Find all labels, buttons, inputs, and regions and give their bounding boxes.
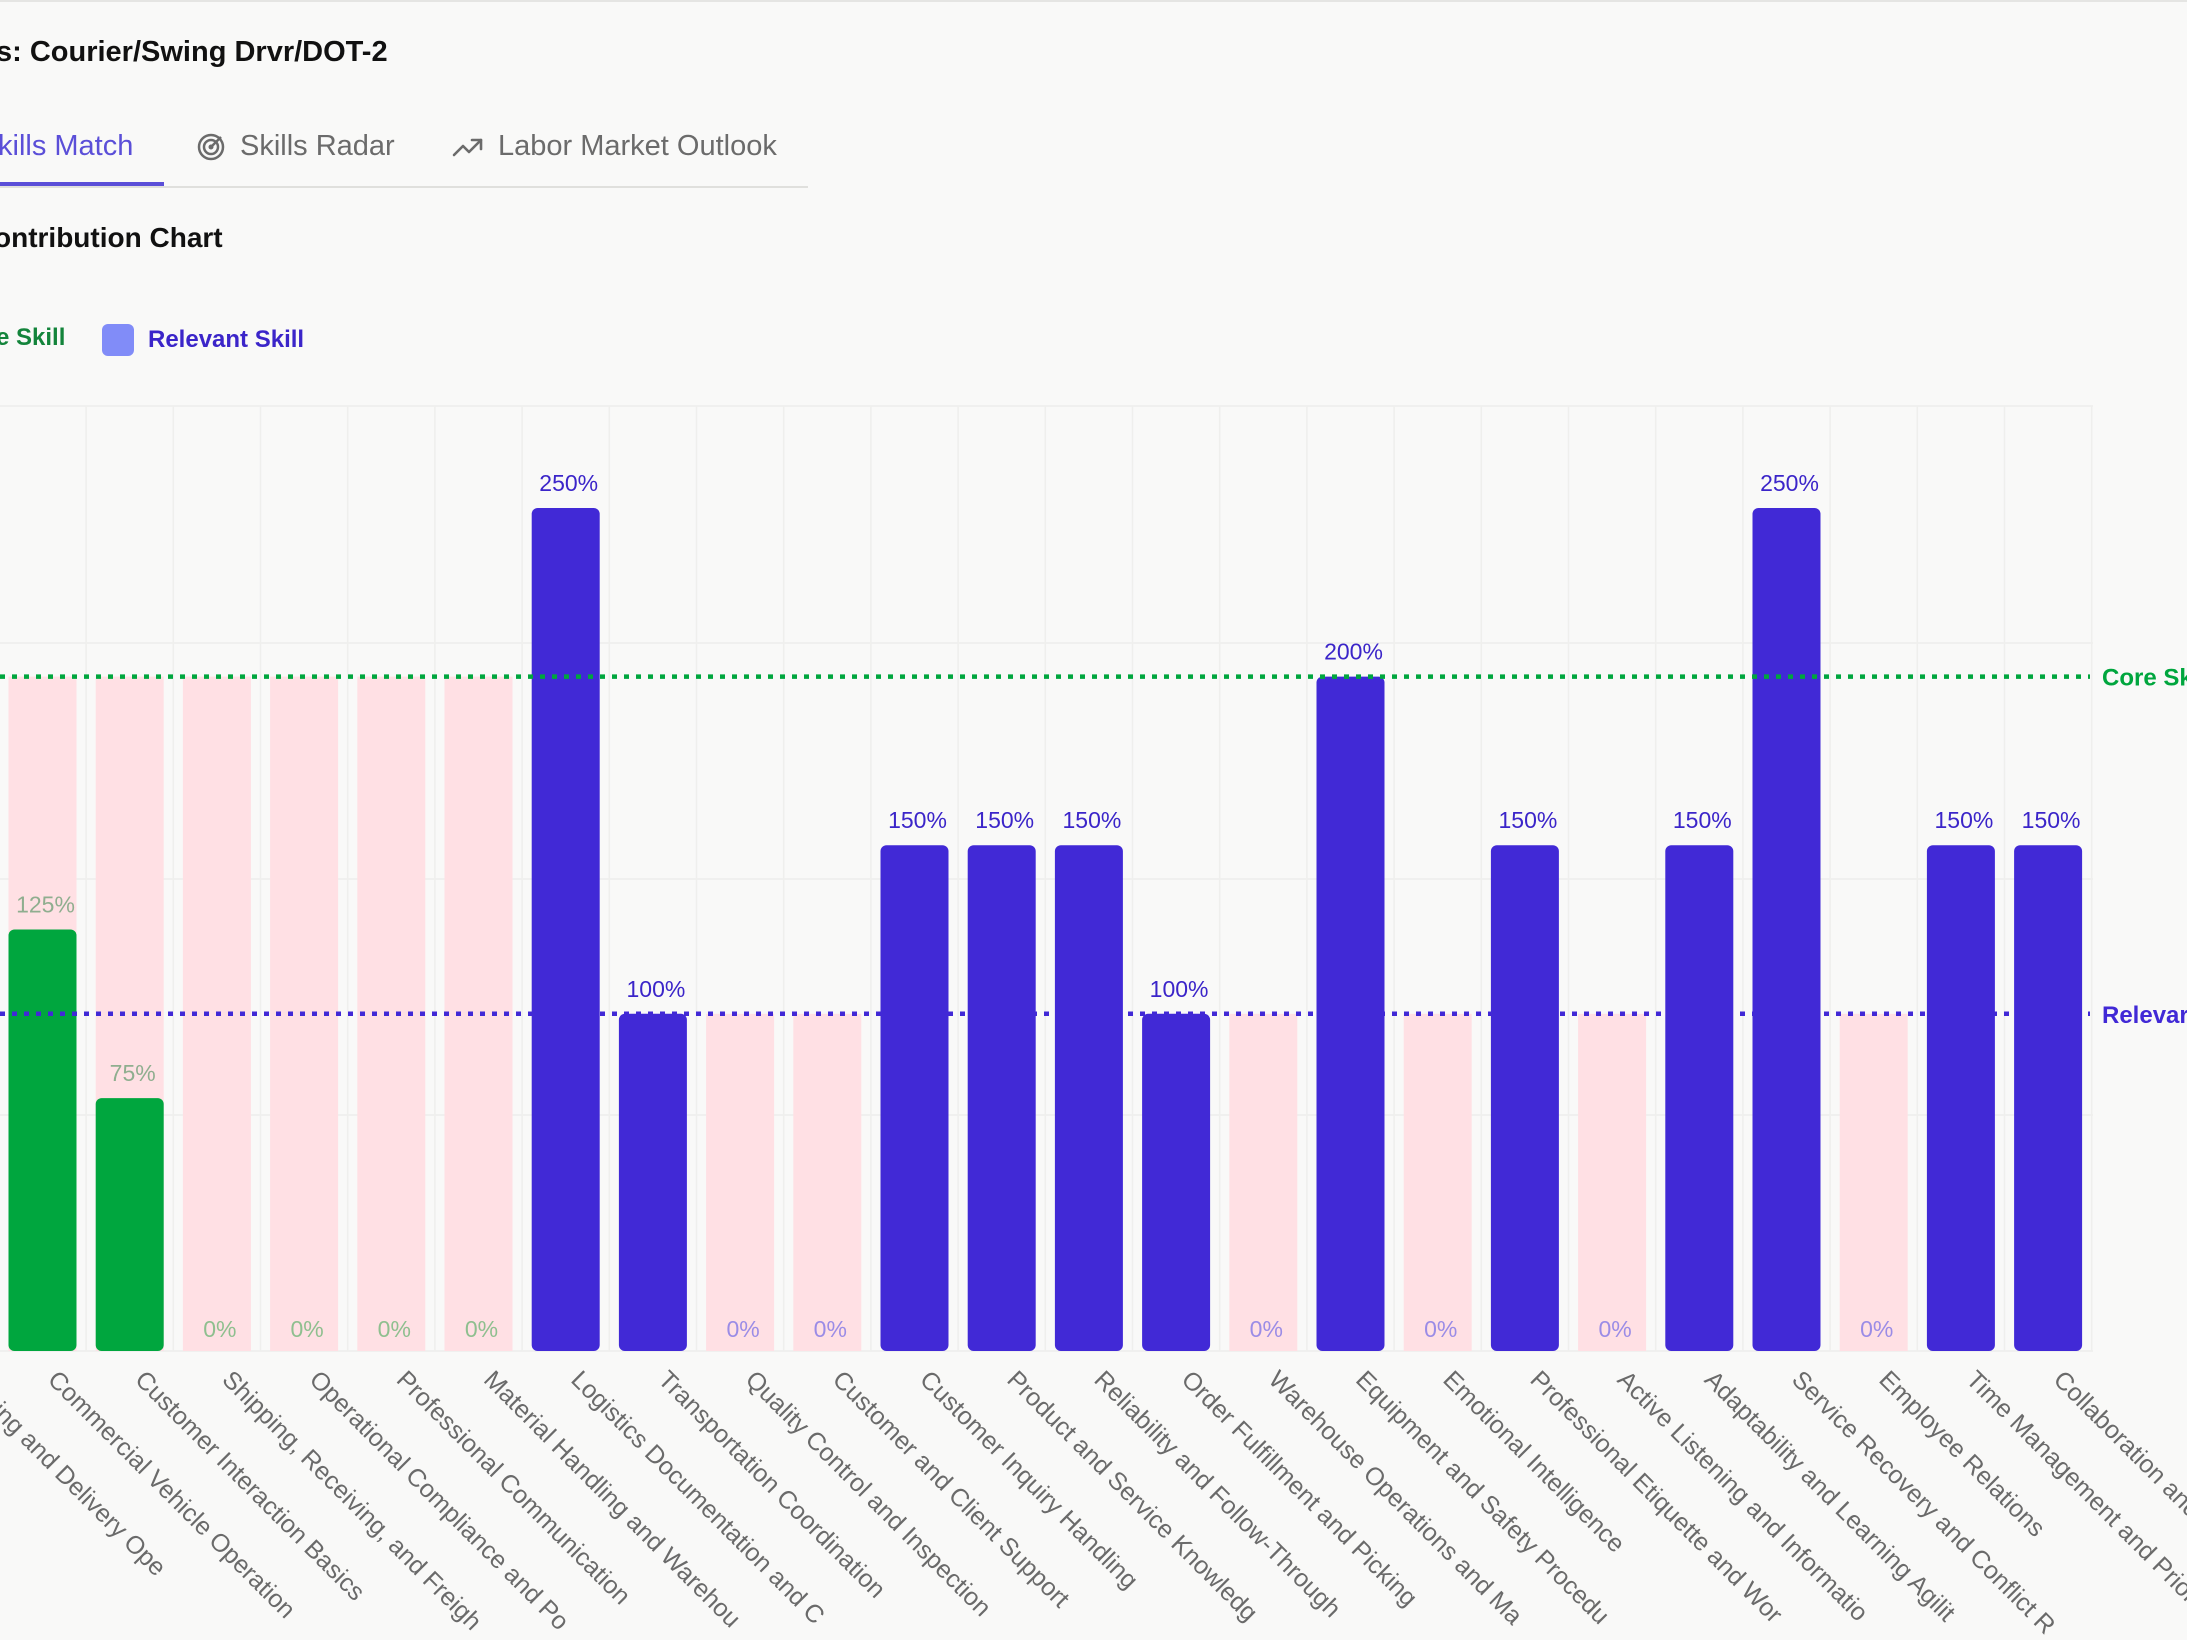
bar-value-label: 150%: [1934, 807, 1993, 833]
category-label: Collaboration and: [2048, 1365, 2187, 1523]
trending-up-icon: [452, 133, 484, 161]
bar-missing: [357, 676, 426, 1351]
radar-icon: [196, 132, 226, 162]
chart-bars: [8, 508, 2083, 1351]
legend-label-relevant-skill: Relevant Skill: [148, 326, 305, 353]
bar: [1054, 845, 1123, 1351]
bar: [967, 845, 1036, 1351]
bar: [2014, 845, 2083, 1351]
bar-value-label: 0%: [465, 1316, 498, 1342]
reference-line-label: Core Sk: [2102, 665, 2187, 692]
bar-value-label: 150%: [975, 807, 1034, 833]
bar-value-label: 75%: [110, 1060, 156, 1086]
bar: [1490, 845, 1559, 1351]
bar-value-label: 0%: [378, 1316, 411, 1342]
bar: [618, 1013, 687, 1351]
tab-skills-radar-label: Skills Radar: [240, 130, 395, 162]
bar-missing: [706, 1013, 775, 1351]
bar-value-label: 0%: [814, 1316, 847, 1342]
bar-value-label: 100%: [1150, 976, 1209, 1002]
bar-value-label: 125%: [16, 892, 75, 918]
bar-value-label: 150%: [1673, 807, 1732, 833]
chart-grid: [0, 405, 2093, 1352]
bar: [1142, 1013, 1211, 1351]
bar: [8, 929, 77, 1351]
tab-skills-match-label: kills Match: [0, 130, 134, 162]
legend-item-relevant-skill: Relevant Skill: [102, 324, 304, 356]
bar-missing: [1578, 1013, 1647, 1351]
bar-value-label: 150%: [888, 807, 947, 833]
bar-value-label: 0%: [290, 1316, 323, 1342]
bar-value-label: 0%: [1598, 1316, 1631, 1342]
page-title: s: Courier/Swing Drvr/DOT-2: [0, 36, 388, 68]
bar-value-label: 250%: [1760, 470, 1819, 496]
bar-value-label: 100%: [626, 976, 685, 1002]
bar-value-label: 0%: [203, 1316, 236, 1342]
active-tab-indicator: [0, 182, 164, 186]
bar-value-label: 200%: [1324, 639, 1383, 665]
tab-skills-match[interactable]: kills Match: [0, 130, 133, 163]
category-label: Employee Relations: [1873, 1365, 2050, 1542]
bar-missing: [793, 1013, 862, 1351]
reference-line-label: Relevar: [2102, 1002, 2187, 1029]
bar-value-label: 0%: [726, 1316, 759, 1342]
reference-lines: Core Sk Relevar: [0, 665, 2187, 1029]
bar-value-label: 150%: [1062, 807, 1121, 833]
legend-swatch-relevant-skill: [102, 324, 134, 356]
top-divider: [0, 0, 2187, 2]
tab-labor-market-outlook-label: Labor Market Outlook: [498, 130, 777, 162]
bar-value-label: 0%: [1860, 1316, 1893, 1342]
bar: [95, 1098, 164, 1351]
tab-labor-market-outlook[interactable]: Labor Market Outlook: [452, 130, 777, 163]
bar: [1752, 508, 1821, 1351]
bar-value-label: 0%: [1424, 1316, 1457, 1342]
bar: [1316, 676, 1385, 1351]
section-title: ontribution Chart: [0, 222, 223, 253]
legend-label-core-skill: e Skill: [0, 324, 66, 351]
bar: [531, 508, 600, 1351]
bar-value-label: 250%: [539, 470, 598, 496]
bar: [1665, 845, 1734, 1351]
bar-missing: [1229, 1013, 1298, 1351]
bar: [1926, 845, 1995, 1351]
bar-missing: [1839, 1013, 1908, 1351]
bar-value-label: 0%: [1250, 1316, 1283, 1342]
bar: [880, 845, 949, 1351]
bar-missing: [444, 676, 513, 1351]
legend-item-core-skill: e Skill: [0, 324, 65, 352]
tab-skills-radar[interactable]: Skills Radar: [196, 130, 395, 163]
bar-missing: [1403, 1013, 1472, 1351]
bar-value-labels: 125% 75% 0% 0% 0% 0% 250% 100% 0% 0% 150% 150% 150% 1…: [16, 470, 2080, 1342]
bar-value-label: 150%: [1498, 807, 1557, 833]
bar-value-label: 150%: [2022, 807, 2081, 833]
tab-bar: kills Match Skills Radar Labor Market Ou…: [0, 120, 808, 188]
